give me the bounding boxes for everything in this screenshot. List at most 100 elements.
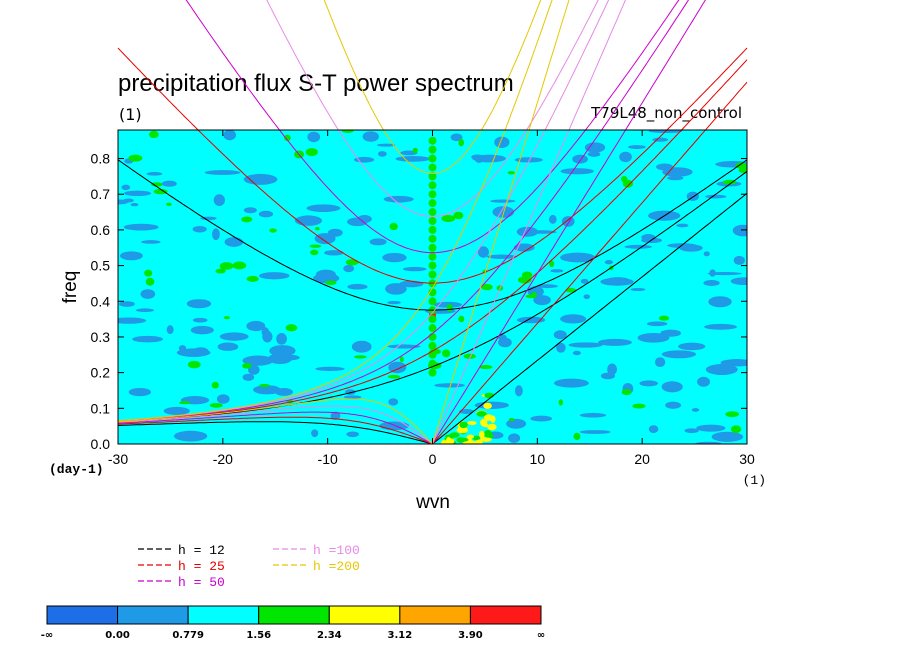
low-power-patch: [253, 385, 281, 395]
colorbar-label: 3.90: [458, 630, 483, 641]
y-tick-label: 0.4: [91, 293, 111, 309]
region-speck: [467, 420, 477, 426]
low-power-patch: [506, 418, 527, 429]
low-power-patch: [704, 323, 738, 330]
low-power-patch: [646, 321, 668, 327]
low-power-patch: [678, 342, 706, 351]
dispersion-curve: [185, 0, 680, 254]
low-power-patch: [246, 320, 266, 332]
low-power-patch: [387, 344, 421, 349]
low-power-patch: [402, 266, 427, 272]
low-power-patch: [376, 143, 396, 147]
low-power-patch: [648, 425, 659, 434]
low-power-patch: [628, 145, 646, 150]
colorbar-swatch: [46, 605, 119, 625]
mid-power-speck: [232, 261, 247, 270]
legend-label: h =100: [313, 543, 360, 558]
mid-power-speck: [209, 403, 223, 408]
low-power-patch: [173, 430, 208, 442]
low-power-patch: [572, 350, 581, 356]
mid-power-speck: [735, 162, 747, 169]
colorbar-swatch: [117, 605, 189, 625]
low-power-patch: [121, 184, 131, 191]
low-power-patch: [667, 175, 684, 181]
dispersion-curve: [117, 47, 748, 284]
column-speck: [428, 270, 437, 279]
mid-power-speck: [621, 389, 632, 396]
low-power-patch: [268, 353, 293, 364]
mid-power-speck: [722, 179, 737, 185]
dispersion-curve: [117, 0, 690, 422]
low-power-patch: [705, 194, 727, 199]
low-power-patch: [204, 170, 241, 175]
column-speck: [428, 332, 437, 341]
low-power-patch: [550, 269, 564, 273]
mid-power-speck: [481, 283, 493, 291]
low-power-patch: [212, 228, 220, 241]
low-power-patch: [190, 325, 214, 335]
mid-power-speck: [549, 260, 555, 268]
low-power-patch: [223, 130, 237, 141]
legend-label: h = 25: [178, 559, 225, 574]
mid-power-speck: [285, 324, 298, 332]
mid-power-speck: [309, 244, 322, 248]
low-power-patch: [294, 215, 323, 226]
low-power-patch: [695, 441, 722, 444]
mid-power-speck: [215, 268, 226, 274]
mid-power-speck: [632, 403, 646, 409]
x-tick-label: 0: [429, 451, 437, 467]
column-speck: [428, 163, 437, 172]
column-speck: [428, 181, 437, 190]
low-power-patch: [314, 233, 336, 245]
low-power-patch: [387, 300, 401, 305]
mid-power-speck: [558, 399, 564, 406]
chart-subtitle-right: T79L48_non_control: [590, 104, 742, 123]
low-power-patch: [697, 376, 710, 387]
low-power-patch: [530, 415, 553, 422]
low-power-patch: [639, 380, 659, 387]
region-speck: [480, 418, 488, 427]
dispersion-curve: [117, 59, 748, 422]
dispersion-curve: [117, 411, 433, 444]
mid-power-speck: [269, 228, 277, 233]
low-power-patch: [630, 287, 646, 292]
low-power-patch: [140, 289, 156, 299]
low-power-patch: [242, 355, 274, 366]
mid-power-speck: [730, 425, 742, 434]
mid-power-speck: [565, 287, 577, 293]
y-tick-label: 0.5: [91, 258, 111, 274]
low-power-patch: [486, 254, 517, 259]
low-power-patch: [385, 283, 407, 295]
low-power-patch: [584, 142, 606, 153]
mid-power-speck: [246, 275, 259, 282]
legend-label: h = 12: [178, 543, 225, 558]
mid-power-speck: [223, 315, 231, 320]
region-speck: [440, 439, 447, 444]
colorbar-swatch: [469, 605, 542, 625]
dispersion-curve: [117, 159, 748, 311]
region-speck: [483, 402, 492, 409]
mid-power-speck: [148, 130, 159, 139]
column-speck: [428, 324, 437, 333]
colorbar-swatch: [328, 605, 401, 625]
low-power-patch: [135, 308, 155, 313]
legend-label: h = 50: [178, 575, 225, 590]
mid-power-speck: [310, 249, 319, 256]
low-power-patch: [382, 252, 407, 263]
low-power-patch: [604, 259, 614, 265]
mid-power-speck: [341, 130, 354, 133]
low-power-patch: [568, 342, 603, 348]
mid-power-speck: [219, 262, 234, 270]
column-speck: [428, 172, 437, 181]
low-power-patch: [161, 180, 177, 187]
mid-power-speck: [151, 182, 163, 187]
dispersion-curve: [432, 81, 748, 444]
mid-power-speck: [389, 222, 398, 231]
column-speck: [428, 368, 437, 377]
region-speck: [459, 421, 468, 429]
low-power-patch: [720, 359, 747, 367]
low-power-patch: [258, 272, 290, 280]
low-power-patch: [665, 401, 682, 409]
